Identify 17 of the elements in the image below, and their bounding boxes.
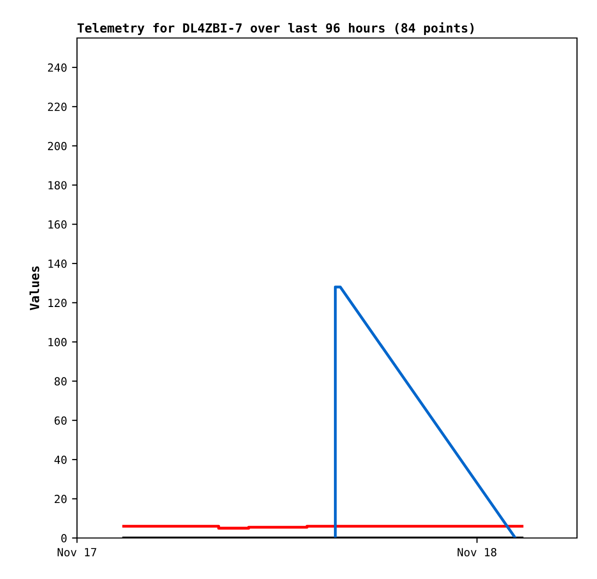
- y-tick-label: 220: [48, 102, 67, 112]
- y-tick-label: 160: [48, 220, 67, 229]
- x-tick-label: Nov 17: [58, 548, 96, 556]
- y-tick-label: 240: [48, 63, 67, 72]
- y-tick-label: 120: [48, 298, 67, 308]
- y-tick-label: 40: [54, 456, 67, 464]
- y-tick-label: 180: [48, 181, 67, 190]
- y-tick-label: 200: [48, 142, 67, 150]
- y-tick-label: 140: [48, 259, 67, 268]
- y-tick-label: 100: [48, 338, 67, 346]
- x-tick-label: Nov 18: [458, 548, 496, 556]
- y-tick-label: 0: [61, 534, 67, 542]
- y-tick-label: 80: [54, 377, 67, 386]
- y-tick-label: 20: [54, 494, 67, 504]
- y-tick-label: 60: [54, 416, 67, 425]
- chart-title: Telemetry for DL4ZBI-7 over last 96 hours (84 points): [78, 22, 474, 36]
- y-axis-title: Values: [30, 266, 40, 310]
